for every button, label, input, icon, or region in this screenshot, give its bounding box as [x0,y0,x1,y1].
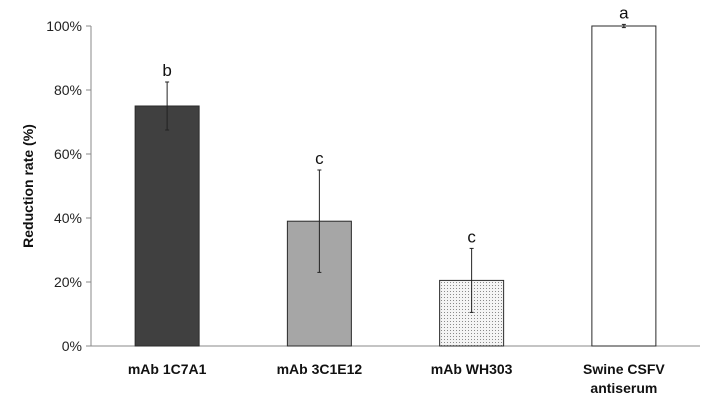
axes: 0% 20% 40% 60% 80% 100% mAb 1C7A1 mAb 3C1E12 mAb… [46,18,700,396]
y-tick-label: 80% [54,82,82,98]
y-tick-label: 100% [46,18,82,34]
x-tick-label: mAb 3C1E12 [277,361,363,377]
bar [591,25,657,347]
x-tick-label: Swine CSFV [583,361,665,377]
significance-letter: a [619,3,629,22]
y-axis-title: Reduction rate (%) [20,124,36,248]
x-tick-label: mAb WH303 [431,361,513,377]
x-tick-label: antiserum [590,380,657,396]
significance-letter: c [467,227,476,246]
significance-letter: b [162,61,171,80]
significance-letter: c [315,149,324,168]
bar [134,105,200,347]
y-tick-label: 40% [54,210,82,226]
y-tick-label: 0% [62,338,82,354]
y-tick-label: 20% [54,274,82,290]
x-tick-label: mAb 1C7A1 [128,361,207,377]
y-tick-label: 60% [54,146,82,162]
bars: b c c a [134,3,657,347]
